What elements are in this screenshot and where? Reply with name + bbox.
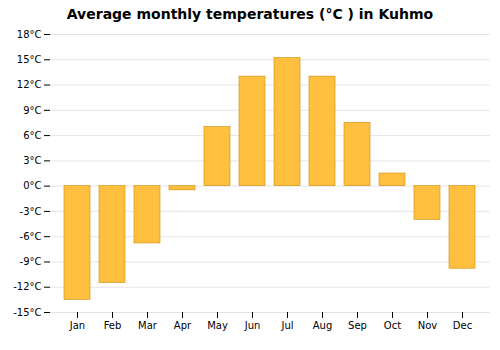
svg-text:-15°C: -15°C [13,307,41,318]
svg-text:Jan: Jan [69,320,85,331]
svg-text:3°C: 3°C [23,155,41,166]
svg-text:18°C: 18°C [17,29,42,40]
svg-text:12°C: 12°C [17,79,42,90]
svg-text:Aug: Aug [313,320,333,331]
svg-text:Sep: Sep [348,320,367,331]
svg-text:Jun: Jun [244,320,261,331]
svg-text:Apr: Apr [174,320,192,331]
svg-text:9°C: 9°C [23,105,41,116]
svg-text:Oct: Oct [384,320,401,331]
svg-text:-12°C: -12°C [13,281,41,292]
svg-text:-3°C: -3°C [20,206,42,217]
svg-text:Feb: Feb [104,320,122,331]
svg-text:15°C: 15°C [17,54,42,65]
html-text:Average monthly temperatures (: Average monthly temperatures (°C ) in Ku… [66,6,434,22]
svg-text:-6°C: -6°C [20,231,42,242]
svg-text:May: May [207,320,228,331]
svg-text:Dec: Dec [453,320,472,331]
svg-text:6°C: 6°C [23,130,41,141]
svg-text:0°C: 0°C [23,180,41,191]
svg-text:Jul: Jul [280,320,293,331]
svg-text:-9°C: -9°C [20,256,42,267]
svg-text:Nov: Nov [418,320,438,331]
svg-text:Mar: Mar [138,320,158,331]
